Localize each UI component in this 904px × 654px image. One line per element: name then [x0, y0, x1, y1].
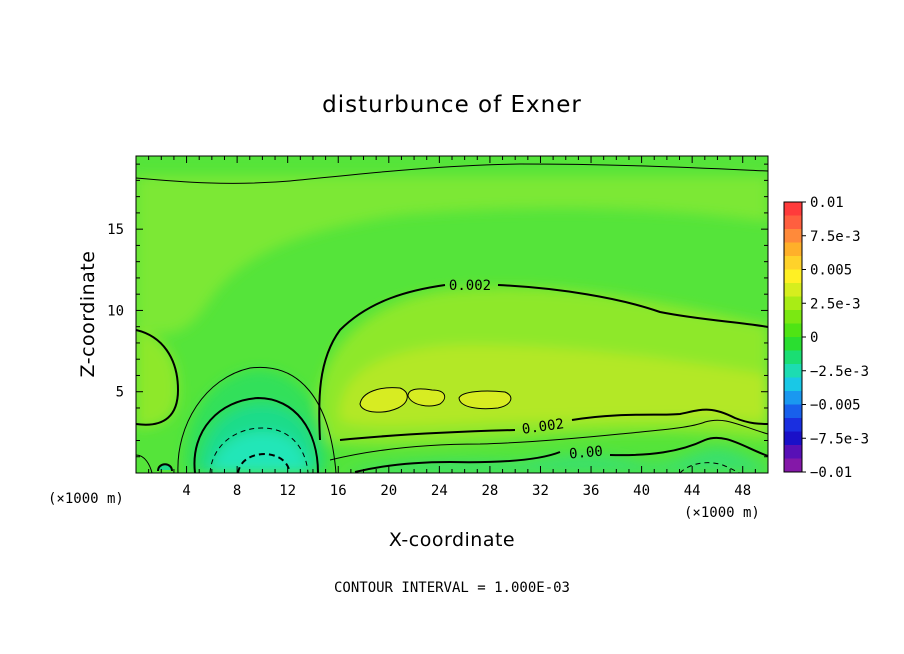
colorbar-swatch	[784, 296, 802, 311]
contour-line-right-neg	[679, 462, 741, 473]
colorbar-label: −7.5e-3	[810, 431, 869, 447]
x-tick-label: 24	[431, 483, 448, 499]
contour-line-left-thin	[136, 454, 153, 473]
contour-line-small-ring	[157, 463, 173, 472]
contour-line-left	[136, 329, 180, 426]
colorbar-label: 7.5e-3	[810, 229, 861, 245]
x-tick-label: 12	[279, 483, 296, 499]
y-axis: 5 10 15	[107, 163, 768, 458]
y-tick-label: 15	[107, 222, 124, 238]
colorbar-swatch	[784, 404, 802, 419]
contour-line-dome-neg1	[209, 427, 309, 473]
colorbar-label: 0	[810, 330, 818, 346]
field-positive-core	[339, 345, 768, 426]
colorbar-swatch	[784, 256, 802, 270]
contour-line-0002-lower	[339, 408, 768, 441]
contour-line-0001	[329, 419, 768, 461]
field-upper-band	[136, 176, 768, 334]
x-tick-label: 36	[583, 483, 600, 499]
colorbar-label: 0.005	[810, 263, 852, 279]
colorbar-swatch	[784, 283, 802, 297]
colorbar-swatch	[784, 269, 802, 284]
colorbar-swatch	[784, 418, 802, 432]
y-axis-label: Z-coordinate	[77, 251, 99, 378]
colorbar-label: 0.01	[810, 195, 844, 211]
x-unit-right: (×1000 m)	[684, 505, 760, 521]
contour-line-dome-zero	[193, 396, 319, 473]
x-tick-label: 8	[233, 483, 241, 499]
chart-title: disturbunce of Exner	[322, 92, 582, 118]
colorbar-swatch	[784, 350, 802, 365]
x-tick-label: 40	[633, 483, 650, 499]
field-lower-negative	[340, 447, 768, 473]
x-tick-label: 48	[734, 483, 751, 499]
contour-line-blob-3	[458, 390, 512, 410]
colorbar-swatch	[784, 458, 802, 473]
x-axis-label: X-coordinate	[389, 529, 515, 551]
colorbar-swatch	[784, 215, 802, 230]
contour-label-2: 0.002	[521, 416, 565, 438]
contour-label-1: 0.002	[449, 278, 491, 294]
colorbar: 0.01 7.5e-3 0.005 2.5e-3 0 −2.5e-3 −0.005 −7.5e…	[783, 195, 869, 481]
x-tick-label: 32	[532, 483, 549, 499]
colorbar-swatch	[784, 445, 802, 459]
contour-line-0002-upper	[318, 284, 768, 441]
contour-interval-note: CONTOUR INTERVAL = 1.000E-03	[334, 580, 570, 596]
colorbar-swatch	[784, 431, 802, 446]
colorbar-label: −2.5e-3	[810, 364, 869, 380]
contour-field: 0.002 0.002 0.00	[136, 156, 768, 473]
x-tick-label: 4	[182, 483, 190, 499]
x-axis: 4 8 12 16 20 24 28 32 36 40 44 48	[148, 156, 756, 499]
contour-line-000	[354, 436, 768, 473]
colorbar-swatch	[784, 229, 802, 243]
y-tick-label: 5	[116, 385, 124, 401]
colorbar-label: 2.5e-3	[810, 296, 861, 312]
field-max-blob-2	[408, 388, 445, 406]
colorbar-swatch	[784, 391, 802, 405]
field-left-positive	[136, 330, 179, 428]
colorbar-swatch	[784, 323, 802, 338]
colorbar-swatch	[784, 377, 802, 392]
field-max-blob-1	[360, 387, 408, 413]
y-tick-label: 10	[107, 303, 124, 319]
x-tick-label: 16	[330, 483, 347, 499]
contour-label-3: 0.00	[569, 444, 604, 463]
x-tick-label: 20	[380, 483, 397, 499]
colorbar-label: −0.005	[810, 398, 861, 414]
contour-line-blob-1	[359, 387, 408, 413]
x-tick-label: 44	[684, 483, 701, 499]
colorbar-swatch	[784, 202, 802, 216]
field-max-blob-3	[459, 391, 511, 409]
colorbar-swatch	[784, 242, 802, 257]
colorbar-label: −0.01	[810, 465, 852, 481]
field-negative-core	[212, 432, 308, 473]
contour-line-dome-outer	[177, 366, 337, 473]
contour-line-top	[136, 163, 768, 184]
x-tick-label: 28	[481, 483, 498, 499]
contour-line-blob-2	[407, 388, 446, 407]
x-unit-left: (×1000 m)	[48, 491, 124, 507]
colorbar-swatch	[784, 337, 802, 351]
contour-line-dome-neg2	[237, 452, 291, 473]
colorbar-swatch	[784, 364, 802, 378]
colorbar-swatch	[784, 310, 802, 324]
